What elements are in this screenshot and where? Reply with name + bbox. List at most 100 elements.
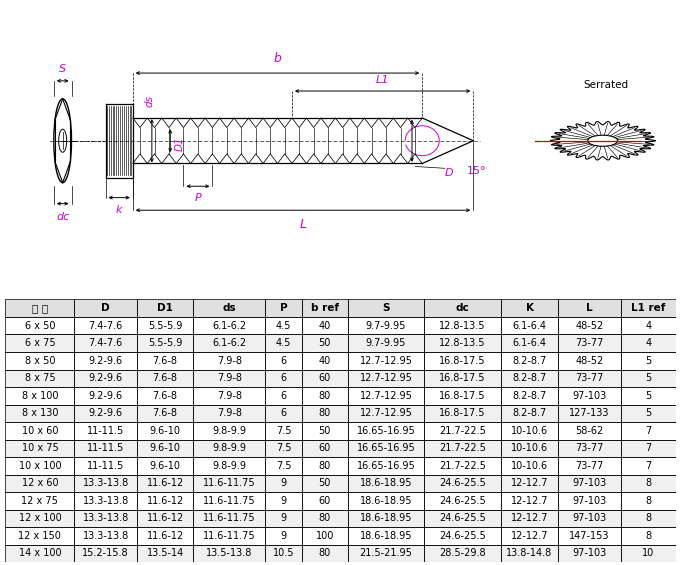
- Bar: [501, 475, 558, 492]
- Bar: [302, 317, 347, 334]
- Bar: [347, 510, 424, 527]
- Bar: [302, 334, 347, 352]
- Bar: [347, 527, 424, 545]
- Text: 12.8-13.5: 12.8-13.5: [439, 321, 486, 331]
- Text: 12-12.7: 12-12.7: [511, 496, 548, 506]
- Bar: [558, 317, 621, 334]
- Text: 80: 80: [319, 461, 331, 471]
- Bar: [266, 527, 302, 545]
- Bar: [5, 422, 74, 440]
- Text: D: D: [445, 168, 454, 179]
- Bar: [5, 352, 74, 370]
- Bar: [558, 334, 621, 352]
- Text: 9.8-9.9: 9.8-9.9: [212, 444, 247, 453]
- Bar: [302, 492, 347, 510]
- Bar: [501, 510, 558, 527]
- Bar: [558, 510, 621, 527]
- Text: 11.6-11.75: 11.6-11.75: [203, 479, 255, 488]
- Text: 9.2-9.6: 9.2-9.6: [89, 356, 123, 366]
- Bar: [137, 299, 193, 317]
- Bar: [74, 317, 137, 334]
- Bar: [74, 510, 137, 527]
- Text: 12 x 100: 12 x 100: [18, 514, 61, 523]
- Text: 8 x 50: 8 x 50: [25, 356, 55, 366]
- Bar: [424, 510, 501, 527]
- Bar: [347, 422, 424, 440]
- Text: 10-10.6: 10-10.6: [511, 444, 548, 453]
- Bar: [193, 405, 266, 422]
- Text: 8.2-8.7: 8.2-8.7: [512, 391, 547, 401]
- Text: 5.5-5.9: 5.5-5.9: [148, 338, 183, 348]
- Bar: [347, 334, 424, 352]
- Bar: [193, 370, 266, 387]
- Bar: [302, 405, 347, 422]
- Bar: [302, 317, 347, 334]
- Bar: [74, 422, 137, 440]
- Bar: [501, 545, 558, 562]
- Bar: [5, 440, 74, 457]
- Text: 13.3-13.8: 13.3-13.8: [82, 531, 129, 541]
- Bar: [501, 299, 558, 317]
- Bar: [424, 352, 501, 370]
- Bar: [424, 299, 501, 317]
- Bar: [5, 422, 74, 440]
- Bar: [501, 317, 558, 334]
- Text: 13.3-13.8: 13.3-13.8: [82, 496, 129, 506]
- Text: 8 x 75: 8 x 75: [25, 373, 55, 383]
- Text: 9.6-10: 9.6-10: [150, 444, 180, 453]
- Bar: [347, 422, 424, 440]
- Bar: [424, 405, 501, 422]
- Bar: [558, 510, 621, 527]
- Text: 18.6-18.95: 18.6-18.95: [360, 496, 412, 506]
- Text: 16.8-17.5: 16.8-17.5: [439, 373, 486, 383]
- Bar: [424, 527, 501, 545]
- Bar: [501, 492, 558, 510]
- Bar: [558, 545, 621, 562]
- Bar: [74, 352, 137, 370]
- Bar: [266, 545, 302, 562]
- Bar: [501, 317, 558, 334]
- Bar: [558, 422, 621, 440]
- Text: L1 ref: L1 ref: [631, 303, 665, 313]
- Bar: [193, 352, 266, 370]
- Text: ds: ds: [223, 303, 236, 313]
- Text: 5: 5: [645, 356, 651, 366]
- Bar: [621, 422, 676, 440]
- Bar: [558, 545, 621, 562]
- Text: 21.5-21.95: 21.5-21.95: [360, 549, 412, 558]
- Bar: [5, 317, 74, 334]
- Bar: [501, 387, 558, 405]
- Text: 12.8-13.5: 12.8-13.5: [439, 338, 486, 348]
- Text: 18.6-18.95: 18.6-18.95: [360, 514, 412, 523]
- Bar: [74, 545, 137, 562]
- Text: 18.6-18.95: 18.6-18.95: [360, 479, 412, 488]
- Bar: [74, 387, 137, 405]
- Bar: [137, 527, 193, 545]
- Bar: [302, 545, 347, 562]
- Text: 7.6-8: 7.6-8: [153, 373, 178, 383]
- Text: 40: 40: [319, 356, 331, 366]
- Text: 73-77: 73-77: [575, 338, 603, 348]
- Text: 10.5: 10.5: [273, 549, 294, 558]
- Text: 6: 6: [281, 373, 287, 383]
- Text: 12.7-12.95: 12.7-12.95: [360, 373, 412, 383]
- Bar: [558, 527, 621, 545]
- Text: 9.6-10: 9.6-10: [150, 426, 180, 436]
- Bar: [193, 492, 266, 510]
- Bar: [193, 527, 266, 545]
- Text: 7.9-8: 7.9-8: [217, 356, 242, 366]
- Bar: [266, 405, 302, 422]
- Bar: [621, 405, 676, 422]
- Bar: [193, 299, 266, 317]
- Bar: [347, 405, 424, 422]
- Bar: [302, 440, 347, 457]
- Bar: [74, 334, 137, 352]
- Bar: [424, 352, 501, 370]
- Bar: [137, 510, 193, 527]
- Text: 73-77: 73-77: [575, 444, 603, 453]
- Bar: [137, 527, 193, 545]
- Bar: [347, 440, 424, 457]
- Bar: [347, 457, 424, 475]
- Text: 9: 9: [281, 496, 287, 506]
- Text: 6: 6: [281, 408, 287, 418]
